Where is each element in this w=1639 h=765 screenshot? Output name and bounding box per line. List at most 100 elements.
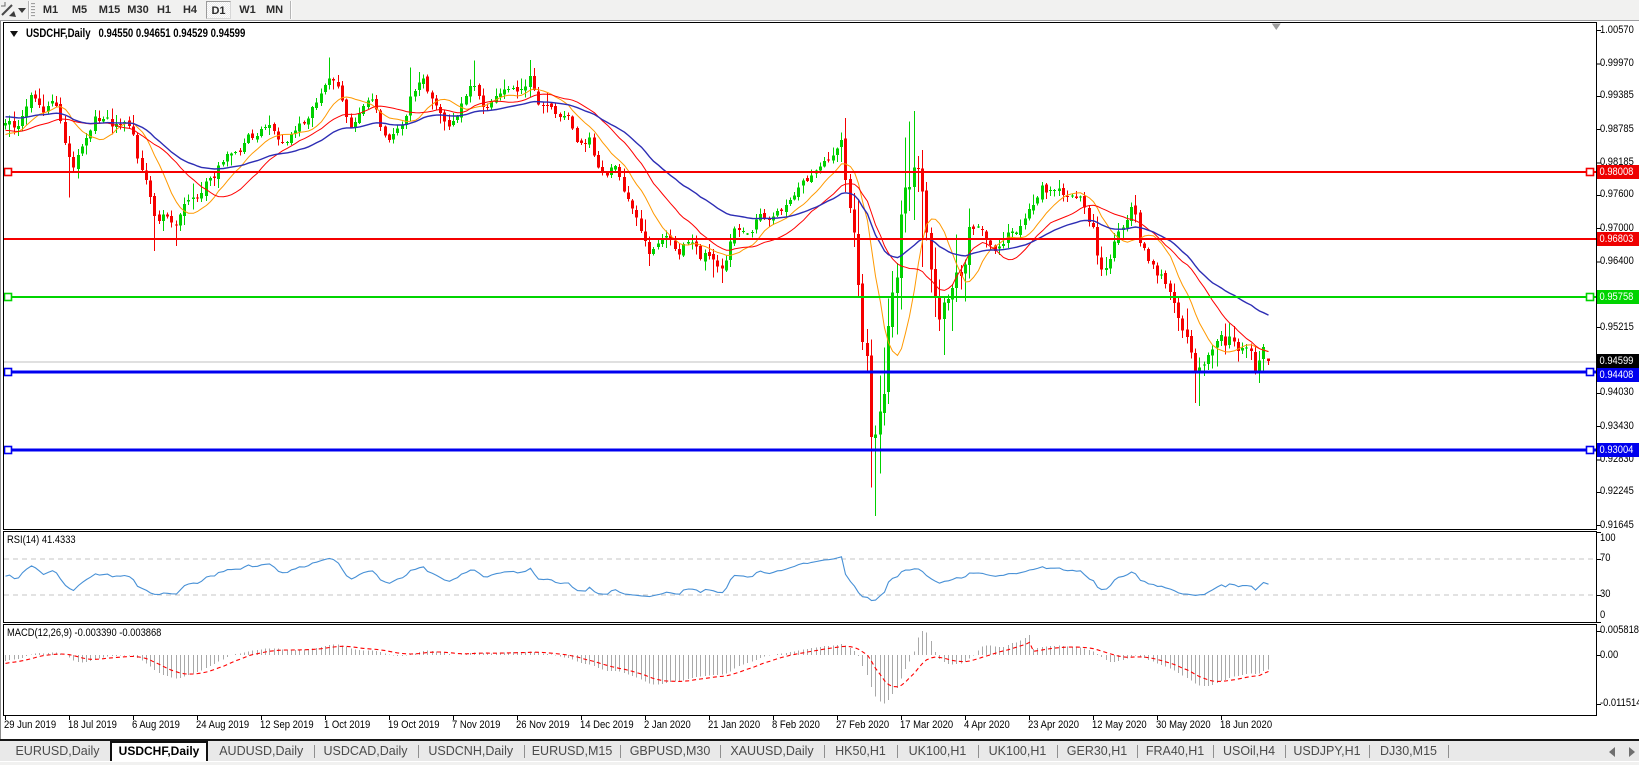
timeframe-button-m1[interactable]: M1	[42, 4, 59, 16]
timeframe-button-m30[interactable]: M30	[127, 4, 149, 16]
toolbar-separator	[28, 1, 30, 19]
rsi-axis-label: 30	[1600, 588, 1611, 600]
tab-dj30-m15[interactable]: DJ30,M15	[1380, 744, 1437, 758]
time-axis-label: 19 Oct 2019	[388, 719, 440, 731]
macd-axis-label: 0.005818	[1600, 624, 1639, 637]
chevron-left-icon[interactable]	[1609, 747, 1615, 757]
time-axis-label: 12 May 2020	[1092, 719, 1147, 731]
rsi-axis-label: 70	[1600, 552, 1611, 564]
bear-candle-bodies	[13, 75, 1270, 437]
time-axis-label: 6 Aug 2019	[132, 719, 180, 731]
tab-usdjpy-h1[interactable]: USDJPY,H1	[1293, 744, 1361, 758]
resistance-badge-2: 0.96803	[1597, 232, 1639, 247]
price-axis-label: 0.99970	[1600, 56, 1634, 69]
timeframe-button-h1[interactable]: H1	[156, 4, 172, 16]
hline-handle-left-0.93004[interactable]	[3, 445, 13, 455]
time-axis-label: 24 Aug 2019	[196, 719, 250, 731]
tab-divider	[897, 745, 898, 758]
tab-eurusd-daily[interactable]: EURUSD,Daily	[15, 744, 100, 758]
timeframe-button-m5[interactable]: M5	[71, 4, 88, 16]
tab-divider	[1369, 745, 1370, 758]
overlay-ma-mid	[5, 93, 1269, 353]
price-axis-label: 0.96400	[1600, 254, 1634, 267]
hline-handle-right-0.98008[interactable]	[1585, 167, 1595, 177]
badge-text: 0.94408	[1599, 369, 1634, 382]
hline-handle-left-0.94408[interactable]	[3, 367, 13, 377]
tab-divider	[1137, 745, 1138, 758]
tab-divider	[1448, 745, 1449, 758]
rsi-name: RSI(14)	[7, 534, 40, 546]
price-axis-label: 0.98185	[1600, 155, 1634, 168]
tab-usdchf-daily[interactable]: USDCHF,Daily	[110, 741, 208, 761]
hline-handle-left-0.95758[interactable]	[3, 292, 13, 302]
price-axis-label: 0.97000	[1600, 221, 1634, 234]
support-badge-blue-2: 0.93004	[1597, 442, 1639, 457]
time-axis-label: 30 May 2020	[1156, 719, 1211, 731]
time-axis-label: 8 Feb 2020	[772, 719, 820, 731]
chart-tabs: EURUSD,Daily USDCHF,Daily AUDUSD,Daily USDC…	[0, 741, 1639, 761]
tab-uk100-h1[interactable]: UK100,H1	[988, 744, 1047, 758]
tab-usoil-h4[interactable]: USOil,H4	[1222, 744, 1276, 758]
timeframe-button-d1[interactable]: D1	[206, 1, 231, 19]
tab-ger30-h1[interactable]: GER30,H1	[1066, 744, 1128, 758]
tab-usdcnh-daily[interactable]: USDCNH,Daily	[428, 744, 514, 758]
time-axis-label: 7 Nov 2019	[452, 719, 501, 731]
time-axis-label: 26 Nov 2019	[516, 719, 570, 731]
tab-audusd-daily[interactable]: AUDUSD,Daily	[219, 744, 304, 758]
tab-eurusd-m15[interactable]: EURUSD,M15	[531, 744, 613, 758]
tab-divider	[824, 745, 825, 758]
rsi-value: 41.4333	[41, 534, 76, 546]
badge-text: 0.98008	[1599, 166, 1634, 179]
timeframe-button-w1[interactable]: W1	[239, 4, 256, 16]
tab-xauusd-daily[interactable]: XAUUSD,Daily	[730, 744, 814, 758]
tab-usdcad-daily[interactable]: USDCAD,Daily	[323, 744, 408, 758]
rsi-axis-label: 0	[1600, 608, 1606, 621]
timeframe-button-h4[interactable]: H4	[182, 4, 198, 16]
time-axis-label: 18 Jun 2020	[1220, 719, 1273, 731]
macd-axis-label: -0.011514	[1600, 697, 1639, 710]
time-axis-label: 1 Oct 2019	[324, 719, 371, 731]
tab-divider	[1213, 745, 1214, 758]
price-axis-label: 0.91645	[1600, 518, 1634, 531]
overlay-ma-slow	[5, 100, 1269, 316]
bear-candle-wicks	[14, 67, 1269, 488]
tab-hk50-h1[interactable]: HK50,H1	[835, 744, 886, 758]
time-axis-label: 27 Feb 2020	[836, 719, 890, 731]
price-axis-label: 0.94030	[1600, 386, 1634, 399]
tab-gbpusd-m30[interactable]: GBPUSD,M30	[629, 744, 711, 758]
chart-tab-bar: EURUSD,Daily USDCHF,Daily AUDUSD,Daily USDC…	[0, 739, 1639, 761]
chevron-down-icon[interactable]	[18, 8, 26, 13]
badge-text: 0.94599	[1599, 355, 1634, 368]
toolbar-grip-icon[interactable]	[31, 3, 35, 18]
chart-client-area	[0, 21, 1639, 740]
time-axis-label: 4 Apr 2020	[964, 719, 1010, 731]
timeframe-button-mn[interactable]: MN	[265, 4, 284, 16]
rsi-line	[5, 556, 1269, 602]
chart-shift-marker	[1271, 23, 1281, 30]
resistance-badge-1: 0.98008	[1597, 165, 1639, 180]
tab-divider	[620, 745, 621, 758]
timeframe-button-m15[interactable]: M15	[98, 4, 121, 16]
time-axis-label: 29 Jun 2019	[4, 719, 57, 731]
chart-ohlc-values: 0.94550 0.94651 0.94529 0.94599	[98, 26, 246, 40]
tab-uk100-h1[interactable]: UK100,H1	[908, 744, 967, 758]
hline-handle-right-0.95758[interactable]	[1585, 292, 1595, 302]
macd-values: -0.003390 -0.003868	[74, 627, 162, 639]
chevron-right-icon[interactable]	[1629, 747, 1635, 757]
hline-handle-left-0.98008[interactable]	[3, 167, 13, 177]
tab-divider	[720, 745, 721, 758]
triangle-down-icon[interactable]	[10, 31, 18, 37]
rsi-indicator-label: RSI(14) 41.4333	[7, 534, 76, 546]
price-axis-label: 0.97600	[1600, 188, 1634, 201]
line-draw-icon[interactable]	[1, 2, 17, 18]
hline-handle-right-0.93004[interactable]	[1585, 445, 1595, 455]
timeframes-toolbar: M1 M5 M15 M30 H1 H4 D1 W1 MN	[0, 0, 1639, 21]
tab-fra40-h1[interactable]: FRA40,H1	[1145, 744, 1205, 758]
macd-signal-line	[5, 641, 1269, 688]
rsi-axis-label: 100	[1600, 531, 1616, 544]
tab-divider	[1057, 745, 1058, 758]
hline-handle-right-0.94408[interactable]	[1585, 367, 1595, 377]
time-axis-label: 18 Jul 2019	[68, 719, 117, 731]
